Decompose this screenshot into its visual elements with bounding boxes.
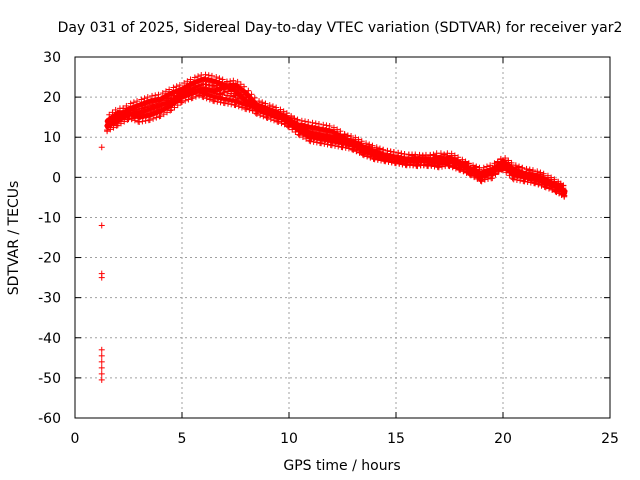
- outlier-point: [98, 144, 105, 151]
- x-tick-label: 0: [71, 431, 80, 447]
- y-tick-label: 20: [43, 90, 61, 106]
- axis-ticks: 0 5 10 15 20 25 -60 -50 -40 -30 -20 -10 0 10 20 30: [38, 50, 619, 447]
- outlier-point: [98, 274, 105, 281]
- outlier-point: [98, 364, 105, 371]
- y-tick-label: -30: [38, 291, 61, 307]
- chart-title: Day 031 of 2025, Sidereal Day-to-day VTE…: [58, 20, 623, 36]
- y-tick-label: -40: [38, 331, 61, 347]
- y-tick-label: -50: [38, 371, 61, 387]
- y-tick-label: -60: [38, 411, 61, 427]
- x-tick-label: 10: [280, 431, 298, 447]
- plot-frame: [74, 56, 611, 419]
- outlier-point: [98, 376, 105, 383]
- x-tick-label: 15: [387, 431, 405, 447]
- outlier-point: [98, 358, 105, 365]
- x-tick-label: 20: [494, 431, 512, 447]
- y-axis-label: SDTVAR / TECUs: [6, 181, 22, 296]
- x-tick-label: 25: [601, 431, 619, 447]
- outlier-point: [98, 222, 105, 229]
- outlier-point: [98, 346, 105, 353]
- y-tick-label: 0: [52, 170, 61, 186]
- outlier-point: [98, 352, 105, 359]
- y-tick-label: -10: [38, 210, 61, 226]
- y-tick-label: -20: [38, 251, 61, 267]
- x-tick-label: 5: [178, 431, 187, 447]
- data-layer: [98, 71, 568, 383]
- y-tick-label: 10: [43, 130, 61, 146]
- x-axis-label: GPS time / hours: [283, 458, 400, 474]
- series-track-c: [104, 82, 568, 200]
- outlier-point: [98, 370, 105, 377]
- y-tick-label: 30: [43, 50, 61, 66]
